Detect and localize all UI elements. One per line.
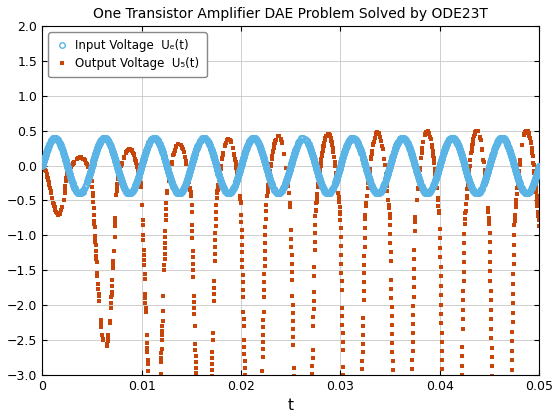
Input Voltage  Uₑ(t) xyxy=(335,170,342,175)
Output Voltage  U₅(t) xyxy=(368,155,375,160)
Legend: Input Voltage  Uₑ(t), Output Voltage  U₅(t): Input Voltage Uₑ(t), Output Voltage U₅(t… xyxy=(48,32,207,77)
Output Voltage  U₅(t) xyxy=(239,235,245,240)
Input Voltage  Uₑ(t) xyxy=(396,136,403,142)
Output Voltage  U₅(t) xyxy=(233,166,240,171)
Input Voltage  Uₑ(t) xyxy=(52,135,58,140)
Line: Output Voltage  U₅(t): Output Voltage U₅(t) xyxy=(40,129,541,420)
Output Voltage  U₅(t) xyxy=(411,248,418,253)
Input Voltage  Uₑ(t) xyxy=(536,163,543,168)
X-axis label: t: t xyxy=(288,398,293,413)
Input Voltage  Uₑ(t) xyxy=(121,186,128,191)
Input Voltage  Uₑ(t) xyxy=(119,182,126,187)
Output Voltage  U₅(t) xyxy=(437,274,444,279)
Output Voltage  U₅(t) xyxy=(524,128,531,133)
Line: Input Voltage  Uₑ(t): Input Voltage Uₑ(t) xyxy=(40,135,542,196)
Input Voltage  Uₑ(t) xyxy=(39,163,46,168)
Output Voltage  U₅(t) xyxy=(536,223,543,228)
Input Voltage  Uₑ(t) xyxy=(448,135,455,140)
Output Voltage  U₅(t) xyxy=(39,163,46,168)
Input Voltage  Uₑ(t) xyxy=(523,191,530,196)
Input Voltage  Uₑ(t) xyxy=(468,184,474,189)
Title: One Transistor Amplifier DAE Problem Solved by ODE23T: One Transistor Amplifier DAE Problem Sol… xyxy=(94,7,488,21)
